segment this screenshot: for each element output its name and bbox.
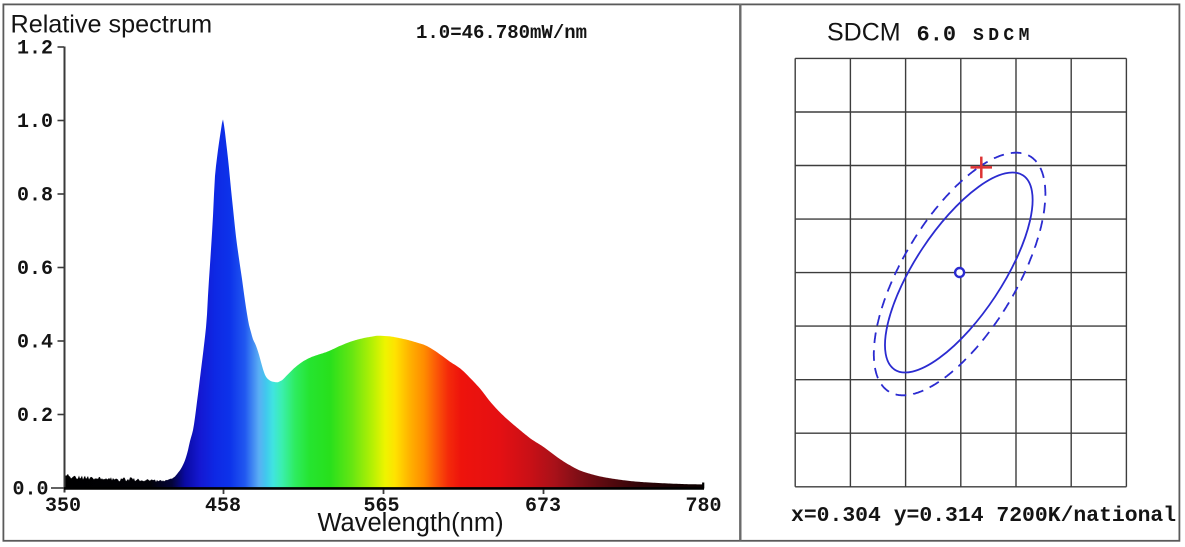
svg-text:SDCM: SDCM bbox=[827, 19, 901, 47]
svg-text:1.2: 1.2 bbox=[17, 37, 53, 60]
svg-text:Relative spectrum: Relative spectrum bbox=[11, 11, 213, 39]
svg-text:6.0: 6.0 bbox=[917, 23, 957, 48]
svg-text:0.4: 0.4 bbox=[17, 331, 53, 354]
svg-text:0.2: 0.2 bbox=[17, 405, 53, 428]
svg-text:565: 565 bbox=[363, 495, 399, 518]
svg-text:350: 350 bbox=[45, 495, 81, 518]
svg-text:1.0: 1.0 bbox=[17, 111, 53, 134]
svg-text:0.6: 0.6 bbox=[17, 258, 53, 281]
svg-text:1.0=46.780mW/nm: 1.0=46.780mW/nm bbox=[416, 22, 587, 44]
svg-text:Wavelength(nm): Wavelength(nm) bbox=[317, 509, 503, 537]
svg-text:458: 458 bbox=[205, 495, 241, 518]
svg-text:673: 673 bbox=[525, 495, 561, 518]
svg-text:SDCM: SDCM bbox=[973, 26, 1034, 46]
svg-text:0.8: 0.8 bbox=[17, 184, 53, 207]
svg-text:x=0.304 y=0.314 7200K/national: x=0.304 y=0.314 7200K/national bbox=[791, 504, 1176, 528]
svg-text:0.0: 0.0 bbox=[12, 478, 48, 501]
svg-text:780: 780 bbox=[685, 495, 721, 518]
